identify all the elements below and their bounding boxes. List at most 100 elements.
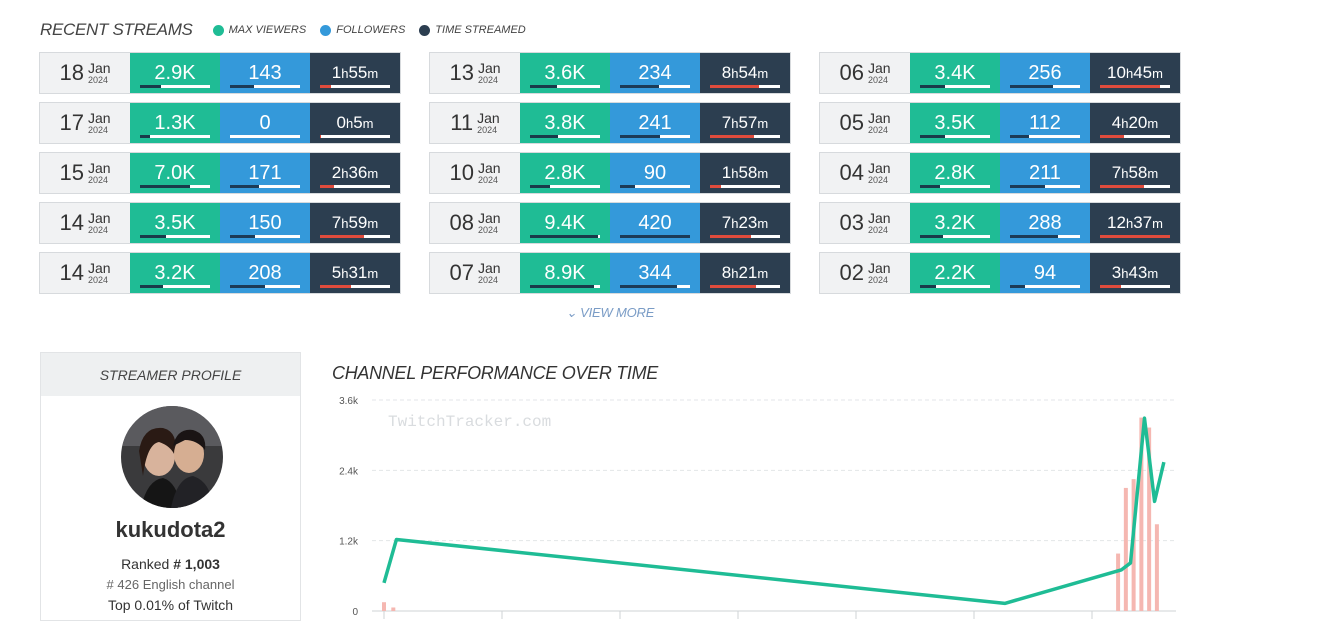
followers-cell: 112 <box>1000 103 1090 143</box>
hours-value: 7 <box>1111 163 1122 182</box>
stream-year: 2024 <box>87 175 108 185</box>
stream-row[interactable]: 17 Jan 2024 1.3K 0 0h5m <box>39 102 401 144</box>
followers-bar <box>620 235 690 238</box>
hours-value: 2 <box>331 163 342 182</box>
chart-bar <box>1154 524 1159 611</box>
chart-bar <box>391 607 396 611</box>
stream-day: 11 <box>450 110 474 135</box>
viewers-bar <box>530 185 600 188</box>
stream-month: Jan <box>867 210 891 226</box>
followers-cell: 94 <box>1000 253 1090 293</box>
followers-bar <box>620 185 690 188</box>
time-streamed-value: 5h31m <box>331 263 379 282</box>
stream-row[interactable]: 18 Jan 2024 2.9K 143 1h55m <box>39 52 401 94</box>
stream-row[interactable]: 04 Jan 2024 2.8K 211 7h58m <box>819 152 1181 194</box>
max-viewers-cell: 3.5K <box>910 103 1000 143</box>
hours-value: 12 <box>1107 213 1126 232</box>
followers-value: 143 <box>248 61 282 84</box>
viewers-bar <box>920 85 990 88</box>
performance-chart[interactable]: TwitchTracker.com 0 1.2k 2.4k 3.6k <box>328 390 1188 621</box>
minutes-value: 54 <box>738 63 758 82</box>
chart-bar <box>1139 417 1144 611</box>
max-viewers-value: 8.9K <box>544 261 586 284</box>
stream-row[interactable]: 15 Jan 2024 7.0K 171 2h36m <box>39 152 401 194</box>
recent-streams-title: RECENT STREAMS <box>40 20 193 39</box>
max-viewers-cell: 3.2K <box>130 253 220 293</box>
time-streamed-value: 0h5m <box>336 113 374 132</box>
time-streamed-cell: 7h58m <box>1090 153 1180 193</box>
stream-year: 2024 <box>867 125 888 135</box>
stream-month: Jan <box>867 60 891 76</box>
stream-date: 02 Jan 2024 <box>820 253 910 293</box>
avatar[interactable] <box>121 406 223 508</box>
viewers-bar <box>920 185 990 188</box>
minutes-value: 5 <box>353 113 363 132</box>
hours-value: 1 <box>331 63 342 82</box>
stream-year: 2024 <box>87 225 108 235</box>
time-streamed-cell: 1h55m <box>310 53 400 93</box>
viewers-bar <box>530 285 600 288</box>
time-streamed-cell: 0h5m <box>310 103 400 143</box>
stream-month: Jan <box>477 160 501 176</box>
hours-value: 3 <box>1111 263 1122 282</box>
stream-row[interactable]: 02 Jan 2024 2.2K 94 3h43m <box>819 252 1181 294</box>
time-streamed-value: 4h20m <box>1111 113 1159 132</box>
stream-date: 07 Jan 2024 <box>430 253 520 293</box>
max-viewers-cell: 3.8K <box>520 103 610 143</box>
view-more-link[interactable]: ⌄ VIEW MORE <box>566 305 655 320</box>
followers-value: 150 <box>248 211 282 234</box>
max-viewers-value: 3.8K <box>544 111 586 134</box>
streams-column-3: 06 Jan 2024 3.4K 256 10h45m 05 <box>819 52 1181 302</box>
time-bar <box>320 135 390 138</box>
time-bar <box>710 235 780 238</box>
max-viewers-value: 3.4K <box>934 61 976 84</box>
max-viewers-value: 2.8K <box>544 161 586 184</box>
hours-value: 8 <box>721 263 732 282</box>
streamer-name[interactable]: kukudota2 <box>115 517 226 542</box>
hours-value: 10 <box>1107 63 1126 82</box>
time-bar <box>1100 235 1170 238</box>
stream-date: 03 Jan 2024 <box>820 203 910 243</box>
stream-row[interactable]: 05 Jan 2024 3.5K 112 4h20m <box>819 102 1181 144</box>
stream-date: 06 Jan 2024 <box>820 53 910 93</box>
followers-value: 208 <box>248 261 282 284</box>
stream-row[interactable]: 11 Jan 2024 3.8K 241 7h57m <box>429 102 791 144</box>
stream-row[interactable]: 14 Jan 2024 3.2K 208 5h31m <box>39 252 401 294</box>
time-streamed-cell: 8h21m <box>700 253 790 293</box>
stream-year: 2024 <box>477 175 498 185</box>
minutes-value: 58 <box>1128 163 1148 182</box>
stream-month: Jan <box>477 210 501 226</box>
global-rank: Ranked # 1,003 <box>121 556 220 572</box>
time-bar <box>320 185 390 188</box>
viewers-bar <box>140 185 210 188</box>
stream-date: 14 Jan 2024 <box>40 253 130 293</box>
streams-column-2: 13 Jan 2024 3.6K 234 8h54m 11 <box>429 52 791 302</box>
followers-bar <box>620 85 690 88</box>
followers-cell: 234 <box>610 53 700 93</box>
time-bar <box>320 285 390 288</box>
stream-row[interactable]: 14 Jan 2024 3.5K 150 7h59m <box>39 202 401 244</box>
top-percent: Top 0.01% of Twitch <box>107 597 234 613</box>
hours-value: 1 <box>721 163 732 182</box>
chart-lines <box>382 416 1166 606</box>
viewers-bar <box>530 235 600 238</box>
time-streamed-dot-icon <box>419 24 431 36</box>
streams-column-1: 18 Jan 2024 2.9K 143 1h55m 17 <box>39 52 401 302</box>
time-streamed-value: 1h55m <box>331 63 379 82</box>
stream-row[interactable]: 06 Jan 2024 3.4K 256 10h45m <box>819 52 1181 94</box>
time-bar <box>1100 135 1170 138</box>
minutes-value: 21 <box>738 263 758 282</box>
viewers-bar <box>920 235 990 238</box>
stream-row[interactable]: 13 Jan 2024 3.6K 234 8h54m <box>429 52 791 94</box>
stream-row[interactable]: 08 Jan 2024 9.4K 420 7h23m <box>429 202 791 244</box>
stream-row[interactable]: 07 Jan 2024 8.9K 344 8h21m <box>429 252 791 294</box>
max-viewers-value: 7.0K <box>154 161 196 184</box>
followers-value: 94 <box>1033 261 1057 284</box>
stream-row[interactable]: 10 Jan 2024 2.8K 90 1h58m <box>429 152 791 194</box>
followers-value: 420 <box>638 211 672 234</box>
viewers-bar <box>140 85 210 88</box>
chart-bar <box>1116 553 1121 611</box>
hours-value: 0 <box>336 113 346 132</box>
stream-year: 2024 <box>477 225 498 235</box>
stream-row[interactable]: 03 Jan 2024 3.2K 288 12h37m <box>819 202 1181 244</box>
